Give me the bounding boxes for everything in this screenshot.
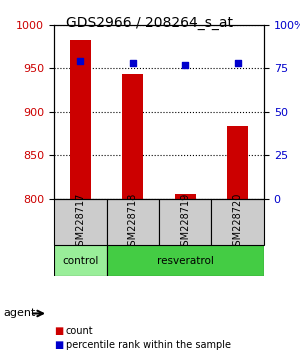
Text: ■: ■	[54, 326, 63, 336]
Text: GSM228718: GSM228718	[128, 192, 138, 252]
Point	[235, 60, 240, 66]
Bar	[122, 74, 143, 199]
Text: GSM228719: GSM228719	[180, 192, 190, 252]
FancyBboxPatch shape	[54, 199, 106, 245]
FancyBboxPatch shape	[54, 245, 106, 276]
Bar	[175, 194, 196, 199]
Text: resveratrol: resveratrol	[157, 256, 214, 266]
FancyBboxPatch shape	[106, 245, 264, 276]
Text: GSM228720: GSM228720	[233, 192, 243, 252]
Text: control: control	[62, 256, 98, 266]
Text: GSM228717: GSM228717	[75, 192, 85, 252]
Text: ■: ■	[54, 340, 63, 350]
Bar	[70, 40, 91, 199]
Text: agent: agent	[3, 308, 35, 318]
Point	[130, 60, 135, 66]
Text: percentile rank within the sample: percentile rank within the sample	[66, 340, 231, 350]
FancyBboxPatch shape	[212, 199, 264, 245]
Point	[183, 62, 188, 68]
Point	[78, 58, 83, 64]
Text: count: count	[66, 326, 94, 336]
Text: GDS2966 / 208264_s_at: GDS2966 / 208264_s_at	[67, 16, 233, 30]
FancyBboxPatch shape	[106, 199, 159, 245]
Bar	[227, 126, 248, 199]
FancyBboxPatch shape	[159, 199, 211, 245]
